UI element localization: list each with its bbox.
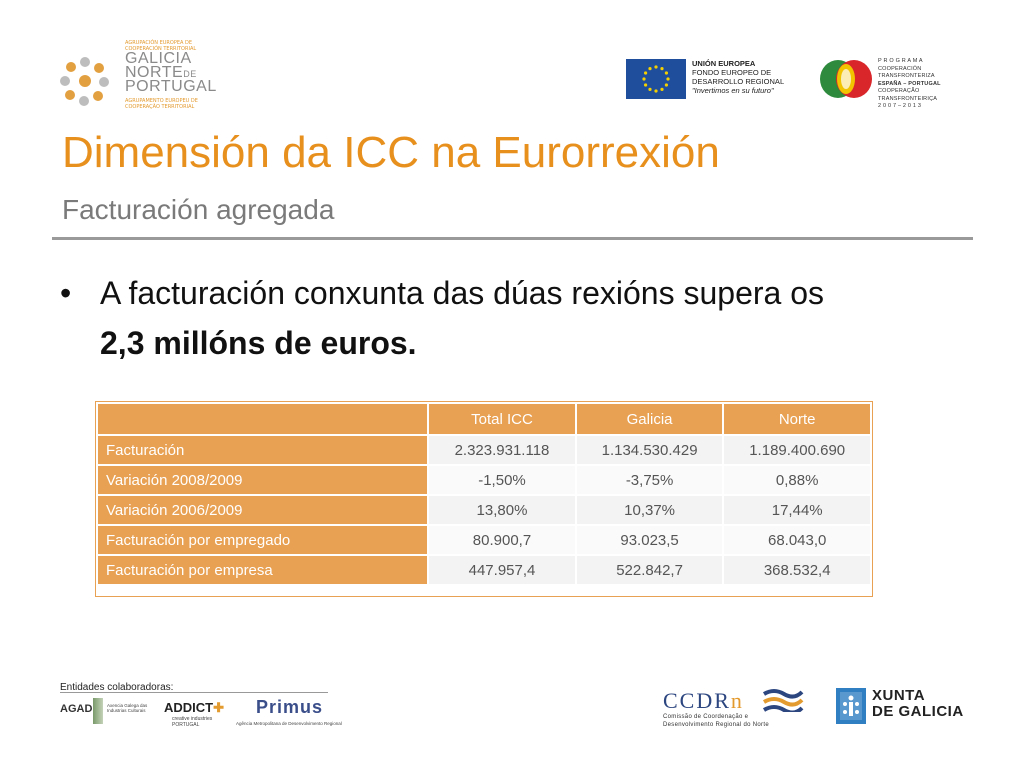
galicia-norte-portugal-logo: AGRUPACIÓN EUROPEA DE COOPERACIÓN TERRITO… — [58, 36, 248, 120]
ccdrn-sub-line-2: Desenvolvimento Regional do Norte — [663, 722, 769, 728]
cell-total: 447.957,4 — [427, 554, 577, 586]
bullet-icon: • — [60, 275, 72, 311]
table-row: Facturación por empregado 80.900,7 93.02… — [95, 524, 872, 556]
programa-line-4: COOPERAÇÃO TRANSFRONTEIRIÇA — [878, 88, 938, 102]
cell-galicia: 93.023,5 — [574, 524, 725, 556]
row-label: Facturación por empregado — [95, 524, 430, 556]
xunta-logo-text: XUNTA DE GALICIA — [872, 688, 964, 720]
logo-word-portugal: PORTUGAL — [125, 78, 217, 95]
footer-divider — [60, 692, 328, 693]
primus-logo-text: Primus — [256, 697, 324, 717]
footer-collaborators-label: Entidades colaboradoras: — [60, 682, 174, 693]
row-label: Variación 2006/2009 — [95, 494, 430, 526]
primus-subtext: Agência Metropolitana de Desenvolvimento… — [236, 721, 342, 726]
eu-fund-text: UNIÓN EUROPEA FONDO EUROPEO DE DESARROLL… — [692, 59, 812, 95]
cell-galicia: 522.842,7 — [574, 554, 725, 586]
logo-word-galicia: GALICIA — [125, 50, 192, 67]
table-row: Facturación 2.323.931.118 1.134.530.429 … — [95, 434, 872, 466]
ccdrn-waves-icon — [762, 689, 804, 712]
cell-total: -1,50% — [427, 464, 577, 496]
cell-norte: 1.189.400.690 — [722, 434, 872, 466]
cell-galicia: 1.134.530.429 — [574, 434, 725, 466]
bullet-text-line-2: 2,3 millóns de euros. — [100, 325, 417, 361]
cell-total: 13,80% — [427, 494, 577, 526]
title-divider — [52, 237, 973, 240]
eu-flag-icon — [626, 59, 686, 99]
cell-galicia: -3,75% — [574, 464, 725, 496]
programa-line-5: 2 0 0 7 – 2 0 1 3 — [878, 103, 922, 109]
addict-logo-text: ADDICT✚ — [164, 700, 225, 715]
cell-total: 2.323.931.118 — [427, 434, 577, 466]
cell-norte: 17,44% — [722, 494, 872, 526]
xunta-coat-of-arms-icon — [836, 688, 866, 724]
logo-bottom-small-text: AGRUPAMENTO EUROPEU DE COOPERAÇÃO TERRITO… — [125, 98, 198, 110]
programa-cooperacion-icon — [820, 60, 872, 98]
eu-line-3: DESARROLLO REGIONAL — [692, 77, 785, 86]
table-header-row: Total ICC Galicia Norte — [95, 402, 872, 436]
dots-logo-icon — [60, 57, 109, 106]
slide-title: Dimensión da ICC na Eurorrexión — [62, 128, 720, 177]
logo-top-small-text: AGRUPACIÓN EUROPEA DE COOPERACIÓN TERRITO… — [125, 40, 197, 52]
table-header-total: Total ICC — [427, 402, 577, 436]
table-row: Variación 2008/2009 -1,50% -3,75% 0,88% — [95, 464, 872, 496]
eu-line-2: FONDO EUROPEO DE — [692, 68, 772, 77]
cell-norte: 68.043,0 — [722, 524, 872, 556]
table-row: Facturación por empresa 447.957,4 522.84… — [95, 554, 872, 586]
row-label: Facturación — [95, 434, 430, 466]
cell-norte: 0,88% — [722, 464, 872, 496]
programa-line-1: P R O G R A M A — [878, 58, 923, 64]
facturacion-table: Total ICC Galicia Norte Facturación 2.32… — [95, 402, 872, 586]
xunta-line-2: DE GALICIA — [872, 703, 964, 720]
table-header-galicia: Galicia — [574, 402, 725, 436]
agadic-subtext: Axencia Galega das Industrias Culturais — [107, 703, 148, 713]
programa-line-2: COOPERACIÓN TRANSFRONTERIZA — [878, 65, 935, 80]
cell-norte: 368.532,4 — [722, 554, 872, 586]
table-row: Variación 2006/2009 13,80% 10,37% 17,44% — [95, 494, 872, 526]
table-header-norte: Norte — [722, 402, 872, 436]
programa-line-3: ESPAÑA – PORTUGAL — [878, 80, 941, 87]
ccdrn-logo-text: CCDRn — [663, 688, 744, 713]
logo-word-norte: NORTEDE — [125, 64, 197, 81]
ccdrn-subtext: Comissão de Coordenação e Desenvolviment… — [663, 713, 769, 729]
table-header-blank — [95, 402, 430, 436]
slide-subtitle: Facturación agregada — [62, 194, 335, 225]
addict-subtext: creative industries PORTUGAL — [172, 716, 213, 728]
row-label: Variación 2008/2009 — [95, 464, 430, 496]
cell-total: 80.900,7 — [427, 524, 577, 556]
agadic-logo-text: AGADIC — [60, 703, 104, 715]
eu-line-1: UNIÓN EUROPEA — [692, 59, 756, 68]
programa-text: P R O G R A M A COOPERACIÓN TRANSFRONTER… — [878, 58, 968, 111]
xunta-line-1: XUNTA — [872, 687, 926, 704]
eu-line-4: "Invertimos en su futuro" — [692, 86, 774, 95]
bullet-text-line-1: A facturación conxunta das dúas rexións … — [100, 275, 824, 311]
row-label: Facturación por empresa — [95, 554, 430, 586]
ccdrn-sub-line-1: Comissão de Coordenação e — [663, 714, 749, 720]
agadic-icon — [93, 698, 103, 724]
cell-galicia: 10,37% — [574, 494, 725, 526]
